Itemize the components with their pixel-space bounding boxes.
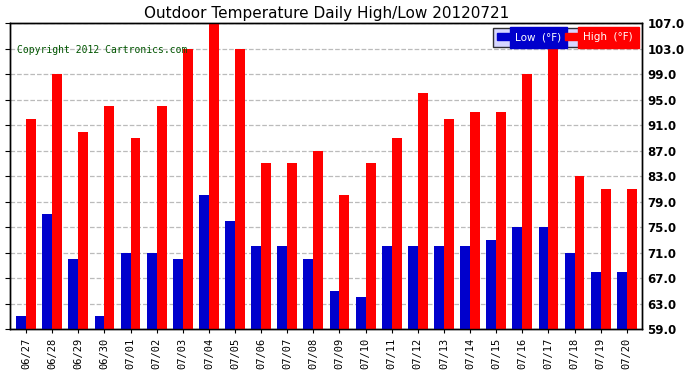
Legend: Low  (°F), High  (°F): Low (°F), High (°F) <box>493 28 638 46</box>
Bar <box>52 74 62 329</box>
Bar <box>199 195 209 329</box>
Bar <box>330 291 339 329</box>
Bar <box>79 132 88 329</box>
Text: Copyright 2012 Cartronics.com: Copyright 2012 Cartronics.com <box>17 45 187 54</box>
Bar <box>209 23 219 329</box>
Bar <box>261 164 271 329</box>
Bar <box>95 316 104 329</box>
Bar <box>434 246 444 329</box>
Bar <box>392 138 402 329</box>
Bar <box>575 176 584 329</box>
Bar <box>591 272 601 329</box>
Bar <box>564 253 575 329</box>
Bar <box>444 119 454 329</box>
Bar <box>549 49 558 329</box>
Bar <box>355 297 366 329</box>
Bar <box>183 49 193 329</box>
Bar <box>460 246 470 329</box>
Bar <box>418 93 428 329</box>
Bar <box>130 138 141 329</box>
Bar <box>496 112 506 329</box>
Bar <box>339 195 349 329</box>
Bar <box>42 214 52 329</box>
Bar <box>251 246 261 329</box>
Bar <box>617 272 627 329</box>
Bar <box>486 240 496 329</box>
Bar <box>287 164 297 329</box>
Bar <box>366 164 375 329</box>
Bar <box>147 253 157 329</box>
Bar <box>313 151 324 329</box>
Bar <box>513 227 522 329</box>
Bar <box>104 106 115 329</box>
Bar <box>408 246 418 329</box>
Bar <box>470 112 480 329</box>
Bar <box>225 221 235 329</box>
Bar <box>522 74 532 329</box>
Bar <box>277 246 287 329</box>
Bar <box>382 246 392 329</box>
Bar <box>601 189 611 329</box>
Title: Outdoor Temperature Daily High/Low 20120721: Outdoor Temperature Daily High/Low 20120… <box>144 6 509 21</box>
Bar <box>173 259 183 329</box>
Bar <box>121 253 130 329</box>
Bar <box>16 316 26 329</box>
Bar <box>26 119 36 329</box>
Bar <box>538 227 549 329</box>
Bar <box>627 189 637 329</box>
Bar <box>235 49 245 329</box>
Bar <box>304 259 313 329</box>
Bar <box>68 259 79 329</box>
Bar <box>157 106 166 329</box>
